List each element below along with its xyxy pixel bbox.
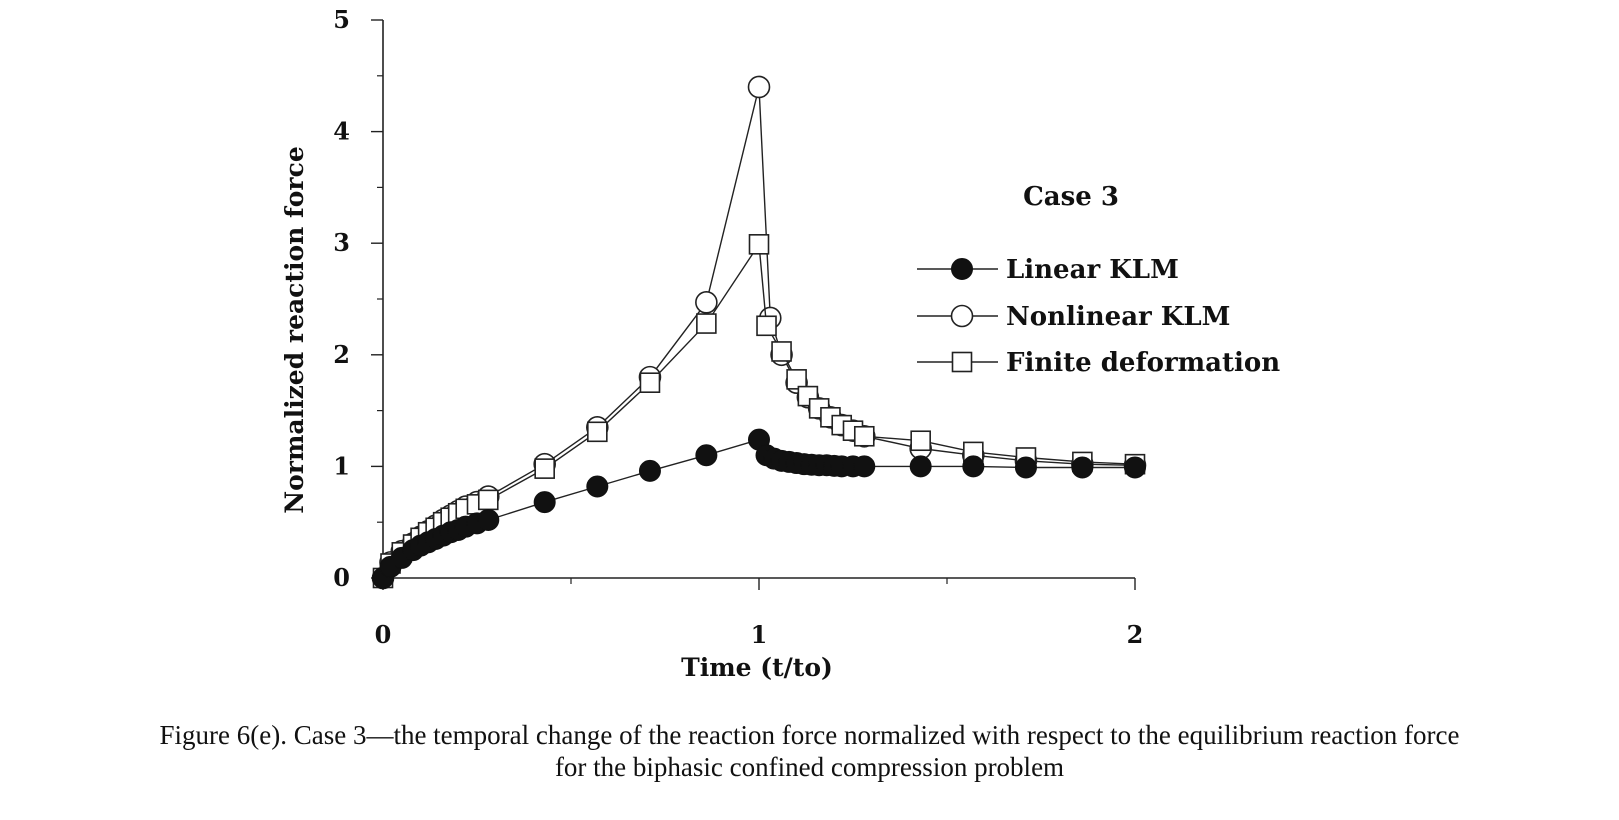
- data-point: [477, 489, 499, 511]
- data-point: [696, 313, 717, 334]
- legend: Case 3 Linear KLM Nonlinear KLM Finite def…: [917, 182, 1280, 378]
- data-point: [771, 341, 792, 362]
- data-point: [638, 459, 661, 482]
- caption-line-1: Figure 6(e). Case 3—the temporal change …: [159, 720, 1460, 750]
- data-point: [695, 444, 718, 467]
- data-point: [533, 491, 556, 514]
- legend-item-2: Finite deformation: [917, 348, 1280, 378]
- data-point: [1014, 456, 1037, 479]
- data-point: [786, 369, 807, 390]
- series-0: [372, 428, 1146, 589]
- x-tick-label: 1: [751, 620, 768, 649]
- data-point: [586, 475, 609, 498]
- legend-item-0: Linear KLM: [917, 255, 1179, 285]
- data-point: [756, 315, 777, 337]
- data-point: [639, 372, 661, 394]
- data-point: [910, 430, 931, 452]
- y-tick-label: 0: [333, 563, 350, 592]
- axes: 0 1 2 3 4 5 0 1 2: [333, 5, 1143, 649]
- x-axis-title: Time (t/to): [681, 653, 833, 682]
- y-tick-label: 5: [333, 5, 350, 34]
- legend-marker: [951, 258, 973, 280]
- x-tick-label: 0: [375, 620, 392, 649]
- data-point: [1071, 456, 1094, 479]
- data-point: [748, 234, 770, 255]
- legend-label: Nonlinear KLM: [1006, 302, 1230, 332]
- y-tick-label: 4: [333, 117, 350, 146]
- data-point: [747, 75, 771, 99]
- legend-title: Case 3: [1023, 182, 1119, 212]
- legend-label: Finite deformation: [1006, 348, 1280, 378]
- caption-line-2: for the biphasic confined compression pr…: [554, 752, 1065, 782]
- data-point: [587, 421, 608, 443]
- legend-marker: [951, 351, 973, 373]
- data-point: [534, 458, 555, 479]
- data-point: [962, 455, 985, 478]
- data-point: [909, 455, 932, 478]
- data-point: [477, 508, 500, 531]
- y-axis-title: Normalized reaction force: [280, 146, 309, 513]
- figure-caption: Figure 6(e). Case 3—the temporal change …: [0, 719, 1619, 783]
- data-point: [695, 291, 718, 314]
- data-point: [1124, 456, 1146, 479]
- series-2: [372, 234, 1146, 589]
- y-tick-label: 1: [333, 451, 350, 480]
- y-tick-label: 3: [333, 228, 350, 257]
- legend-marker: [950, 304, 974, 328]
- legend-label: Linear KLM: [1006, 255, 1179, 285]
- data-point: [853, 455, 876, 478]
- series-layer: [371, 75, 1147, 590]
- x-tick-label: 2: [1127, 620, 1144, 649]
- legend-item-1: Nonlinear KLM: [917, 302, 1230, 332]
- data-point: [853, 425, 875, 447]
- y-tick-label: 2: [333, 340, 350, 369]
